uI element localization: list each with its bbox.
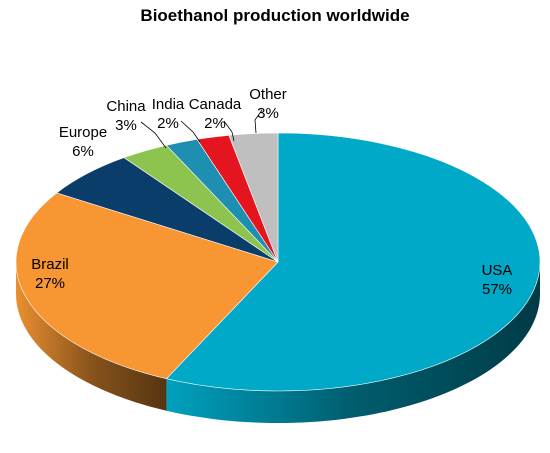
slice-name-usa: USA xyxy=(482,262,513,279)
leader-line-canada xyxy=(223,120,235,142)
slice-label-india: India 2% xyxy=(152,96,185,132)
slice-labels: USA 57%Brazil 27%Europe 6%China 3%India 2%Can… xyxy=(31,86,512,298)
slice-label-usa: USA 57% xyxy=(482,262,513,298)
slice-label-canada: Canada 2% xyxy=(189,96,242,132)
slice-label-europe: Europe 6% xyxy=(59,124,107,160)
slice-brazil xyxy=(15,192,279,380)
leader-lines xyxy=(140,109,263,149)
slice-name-china: China xyxy=(106,98,146,115)
slice-value-brazil: 27% xyxy=(35,275,65,292)
slice-name-brazil: Brazil xyxy=(31,256,69,273)
pie-top-layer xyxy=(15,132,541,392)
slice-usa xyxy=(165,132,541,392)
leader-line-other xyxy=(254,109,263,134)
slice-label-other: Other 3% xyxy=(249,86,287,122)
slice-name-india: India xyxy=(152,96,185,113)
chart-title: Bioethanol production worldwide xyxy=(140,6,410,25)
pie-side-layer xyxy=(16,262,540,423)
leader-line-india xyxy=(180,120,201,143)
slice-name-other: Other xyxy=(249,86,287,103)
slice-value-europe: 6% xyxy=(72,143,94,160)
slice-name-europe: Europe xyxy=(59,124,107,141)
slice-value-china: 3% xyxy=(115,117,137,134)
slice-name-canada: Canada xyxy=(189,96,242,113)
slice-label-brazil: Brazil 27% xyxy=(31,256,69,292)
slice-value-usa: 57% xyxy=(482,281,512,298)
slice-other xyxy=(228,132,279,263)
slice-value-other: 3% xyxy=(257,105,279,122)
slice-label-china: China 3% xyxy=(106,98,146,134)
slice-side-brazil xyxy=(16,262,167,411)
slice-side-usa xyxy=(166,262,540,423)
slice-value-india: 2% xyxy=(157,115,179,132)
slice-value-canada: 2% xyxy=(204,115,226,132)
leader-line-china xyxy=(140,121,167,149)
